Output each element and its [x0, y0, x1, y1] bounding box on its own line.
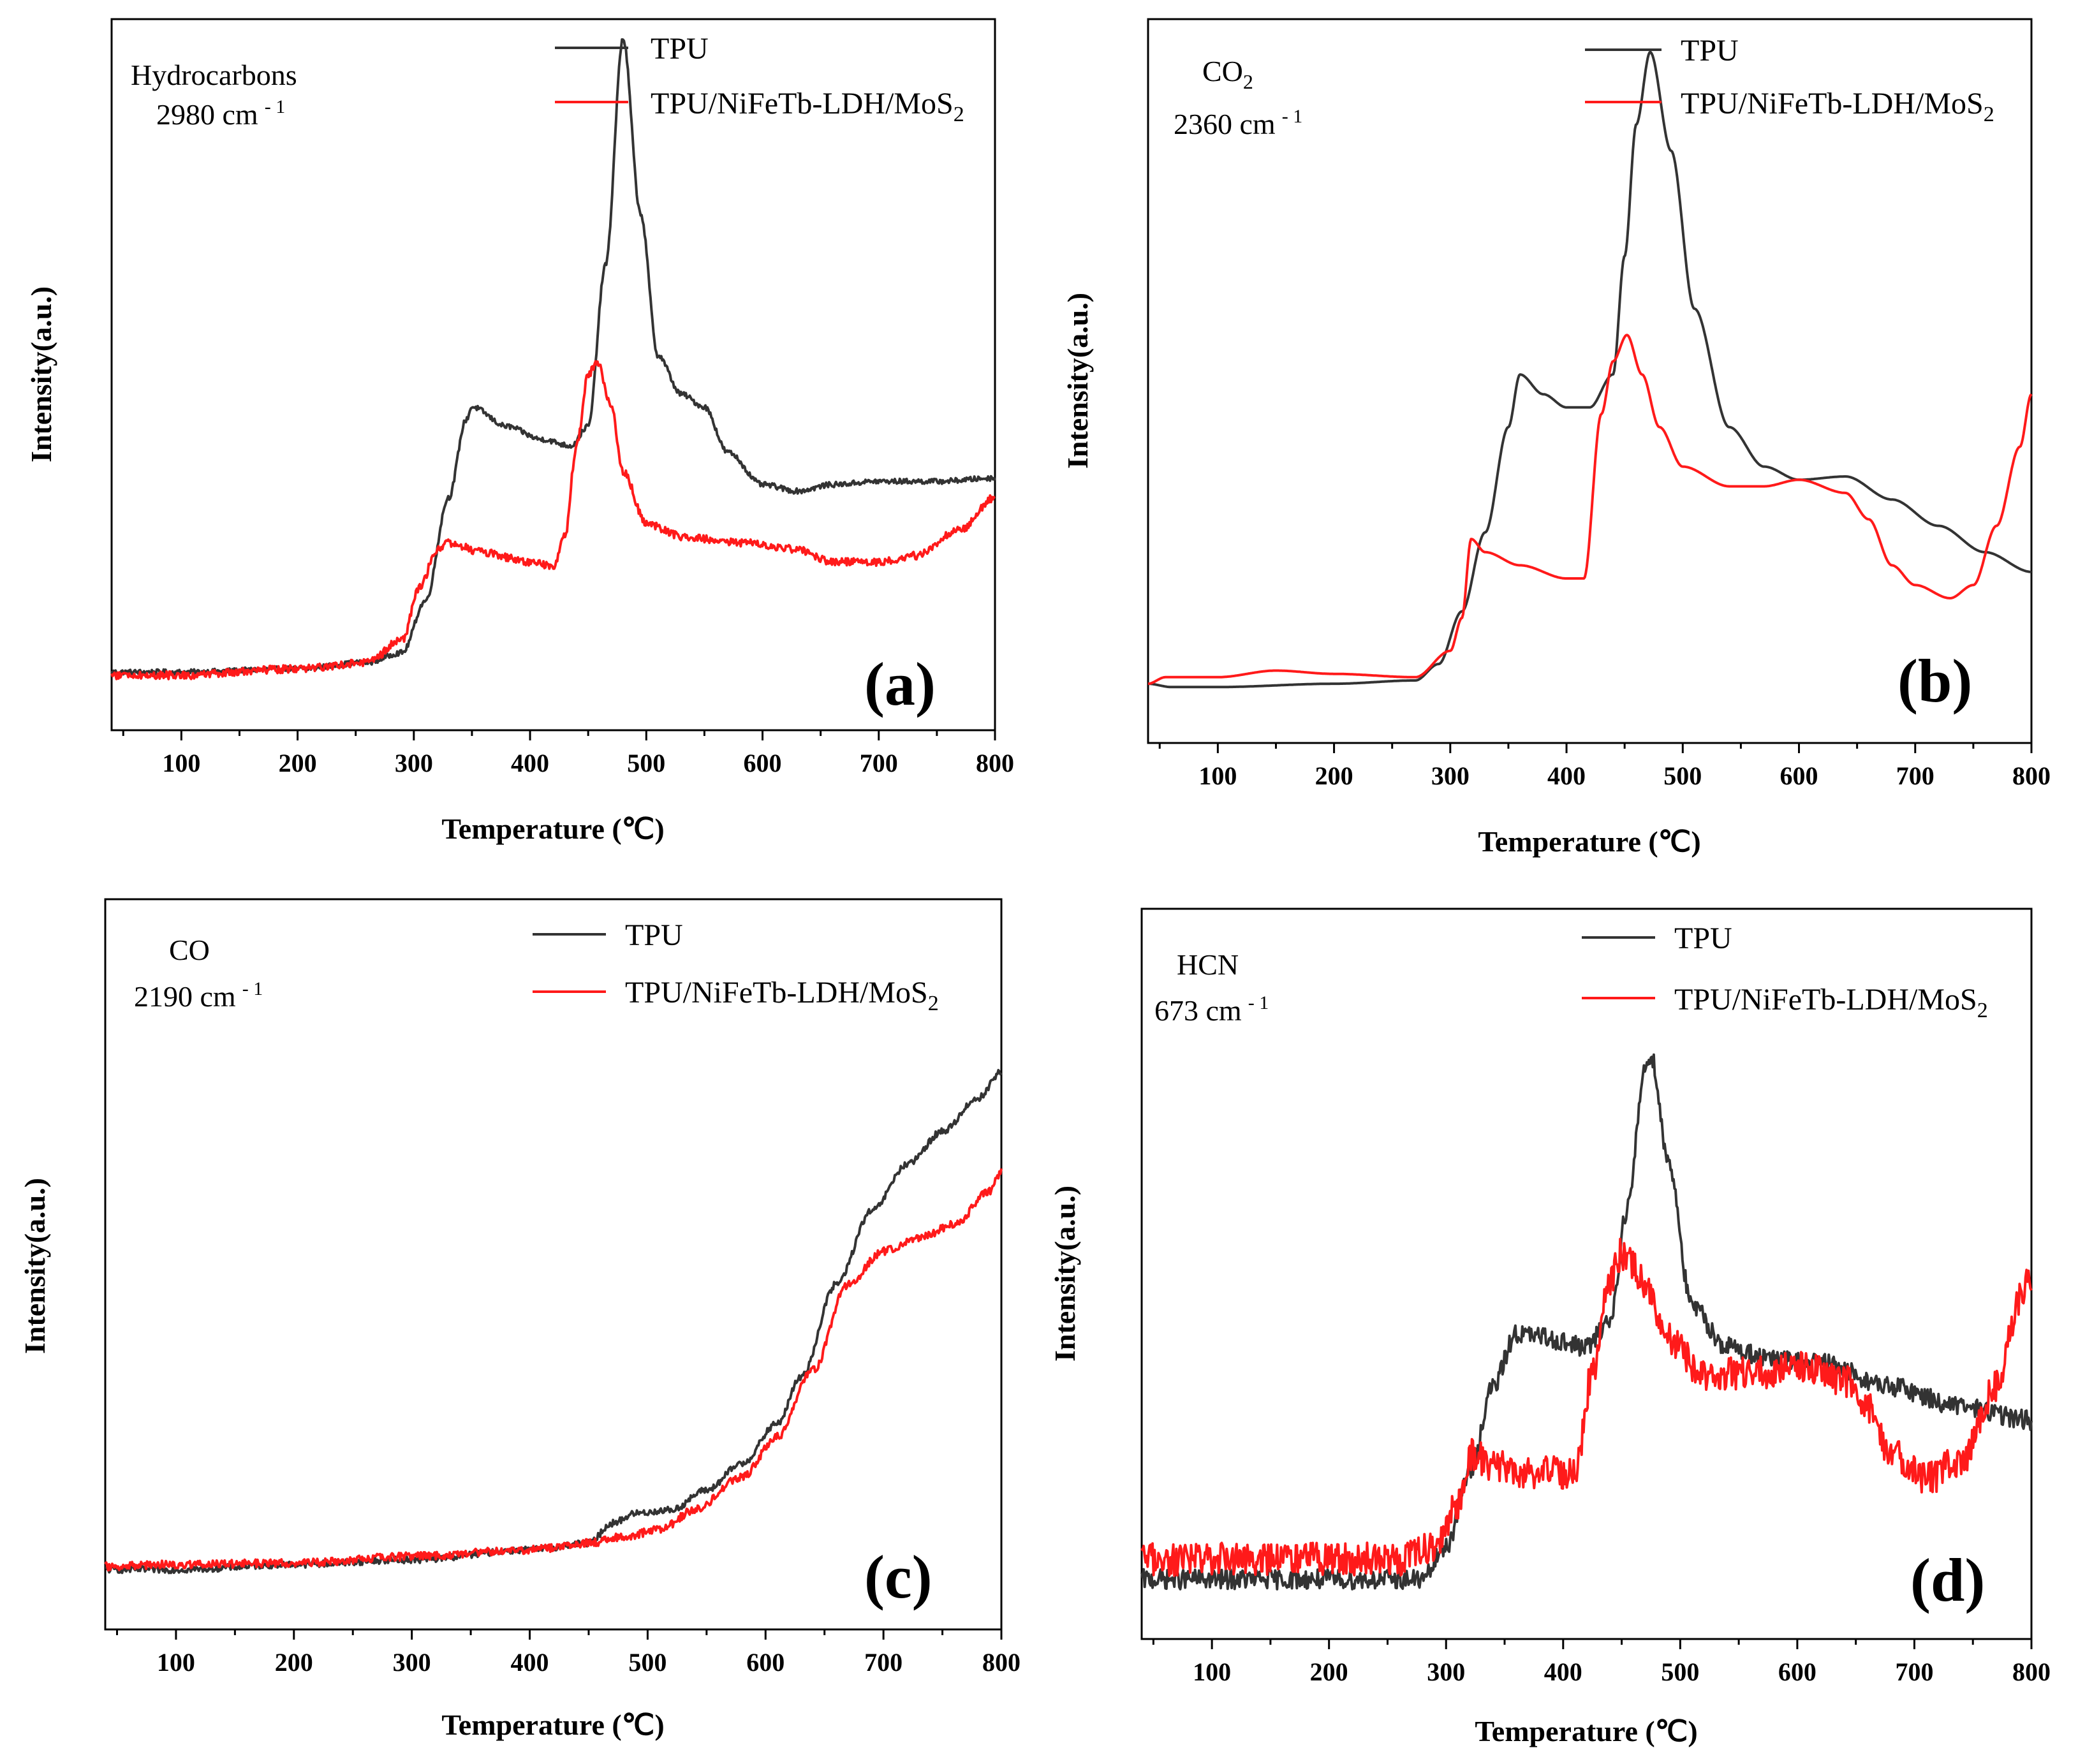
gas-label: CO2 — [1202, 55, 1253, 93]
panel-letter: (d) — [1910, 1546, 1985, 1614]
x-tick-label: 600 — [744, 749, 782, 777]
y-axis-title: Intensity(a.u.) — [1049, 1186, 1081, 1362]
x-tick-label: 400 — [511, 749, 549, 777]
wavenumber-label: 673 cm - 1 — [1154, 992, 1269, 1027]
x-tick-label: 100 — [162, 749, 200, 777]
y-axis-title: Intensity(a.u.) — [18, 1178, 51, 1354]
x-tick-label: 800 — [982, 1648, 1021, 1677]
x-axis: 100 200 300 400 500 600 700 800 — [1158, 743, 2051, 790]
x-tick-label: 800 — [2012, 761, 2051, 790]
tpu-curve — [1140, 1053, 2033, 1591]
x-tick-label: 700 — [860, 749, 898, 777]
data-series — [110, 38, 996, 680]
data-series — [104, 1069, 1003, 1575]
x-tick-label: 300 — [1427, 1657, 1465, 1686]
x-tick-label: 800 — [2012, 1657, 2051, 1686]
panel-b: 100 200 300 400 500 600 700 800 CO2 2360 cm - 1 … — [1061, 18, 2051, 858]
x-tick-label: 400 — [1547, 761, 1586, 790]
x-tick-label: 300 — [1431, 761, 1470, 790]
plot-frame — [110, 18, 996, 731]
panel-a: 100 200 300 400 500 600 700 800 Hydrocarbons 29… — [25, 18, 1014, 845]
panel-letter: (c) — [864, 1543, 932, 1611]
gas-label: HCN — [1177, 948, 1239, 981]
y-axis-title: Intensity(a.u.) — [1061, 293, 1094, 469]
plot-frame — [104, 898, 1003, 1631]
data-series — [1147, 50, 2033, 689]
wavenumber-label: 2980 cm - 1 — [156, 96, 285, 131]
legend-composite-label: TPU/NiFeTb-LDH/MoS2 — [1674, 983, 1988, 1022]
x-tick-label: 400 — [1544, 1657, 1582, 1686]
legend-tpu-label: TPU — [1681, 34, 1739, 68]
x-tick-label: 500 — [1663, 761, 1702, 790]
x-tick-label: 700 — [864, 1648, 903, 1677]
x-axis: 100 200 300 400 500 600 700 800 — [122, 730, 1014, 777]
gas-label: Hydrocarbons — [131, 59, 297, 91]
legend-composite-label: TPU/NiFeTb-LDH/MoS2 — [1681, 87, 1994, 126]
x-axis-title: Temperature (℃) — [441, 1709, 664, 1741]
panel-letter: (b) — [1897, 647, 1972, 715]
x-tick-label: 100 — [1198, 761, 1237, 790]
x-tick-label: 700 — [1895, 1657, 1933, 1686]
x-axis-title: Temperature (℃) — [441, 812, 664, 845]
legend-tpu-label: TPU — [1674, 922, 1732, 955]
legend-tpu-label: TPU — [625, 918, 683, 952]
x-tick-label: 200 — [1315, 761, 1353, 790]
x-tick-label: 100 — [1193, 1657, 1231, 1686]
x-tick-label: 800 — [976, 749, 1014, 777]
x-axis-title: Temperature (℃) — [1478, 825, 1700, 858]
x-tick-label: 600 — [746, 1648, 785, 1677]
x-tick-label: 600 — [1778, 1657, 1816, 1686]
composite-curve — [104, 1168, 1003, 1572]
x-tick-label: 500 — [628, 1648, 667, 1677]
composite-curve — [110, 360, 996, 680]
x-tick-label: 500 — [1661, 1657, 1699, 1686]
x-tick-label: 700 — [1896, 761, 1934, 790]
x-tick-label: 300 — [395, 749, 433, 777]
x-axis: 100 200 300 400 500 600 700 800 — [1152, 1639, 2051, 1686]
x-tick-label: 200 — [279, 749, 317, 777]
panel-d: 100 200 300 400 500 600 700 800 HCN 673 cm - 1 T… — [1049, 908, 2051, 1747]
x-tick-label: 200 — [1310, 1657, 1348, 1686]
x-tick-label: 400 — [511, 1648, 549, 1677]
x-tick-label: 300 — [393, 1648, 431, 1677]
legend-composite-label: TPU/NiFeTb-LDH/MoS2 — [625, 976, 939, 1015]
wavenumber-label: 2360 cm - 1 — [1174, 106, 1302, 140]
legend-composite-label: TPU/NiFeTb-LDH/MoS2 — [651, 87, 964, 126]
x-tick-label: 100 — [157, 1648, 195, 1677]
tpu-curve — [1147, 50, 2032, 689]
gas-label: CO — [169, 934, 210, 966]
panel-letter: (a) — [864, 650, 936, 718]
composite-curve — [1140, 1237, 2033, 1577]
data-series — [1140, 1053, 2033, 1591]
plot-frame — [1147, 18, 2033, 744]
legend-tpu-label: TPU — [651, 32, 709, 66]
wavenumber-label: 2190 cm - 1 — [134, 978, 263, 1013]
tpu-curve — [105, 1069, 1003, 1575]
x-axis: 100 200 300 400 500 600 700 800 — [115, 1629, 1021, 1677]
x-tick-label: 600 — [1780, 761, 1818, 790]
x-tick-label: 200 — [275, 1648, 313, 1677]
panel-c: 100 200 300 400 500 600 700 800 CO 2190 cm - 1 T… — [18, 898, 1021, 1741]
composite-curve — [1147, 334, 2033, 686]
x-tick-label: 500 — [627, 749, 665, 777]
plot-frame — [1140, 908, 2033, 1640]
y-axis-title: Intensity(a.u.) — [25, 286, 57, 462]
x-axis-title: Temperature (℃) — [1475, 1715, 1697, 1747]
